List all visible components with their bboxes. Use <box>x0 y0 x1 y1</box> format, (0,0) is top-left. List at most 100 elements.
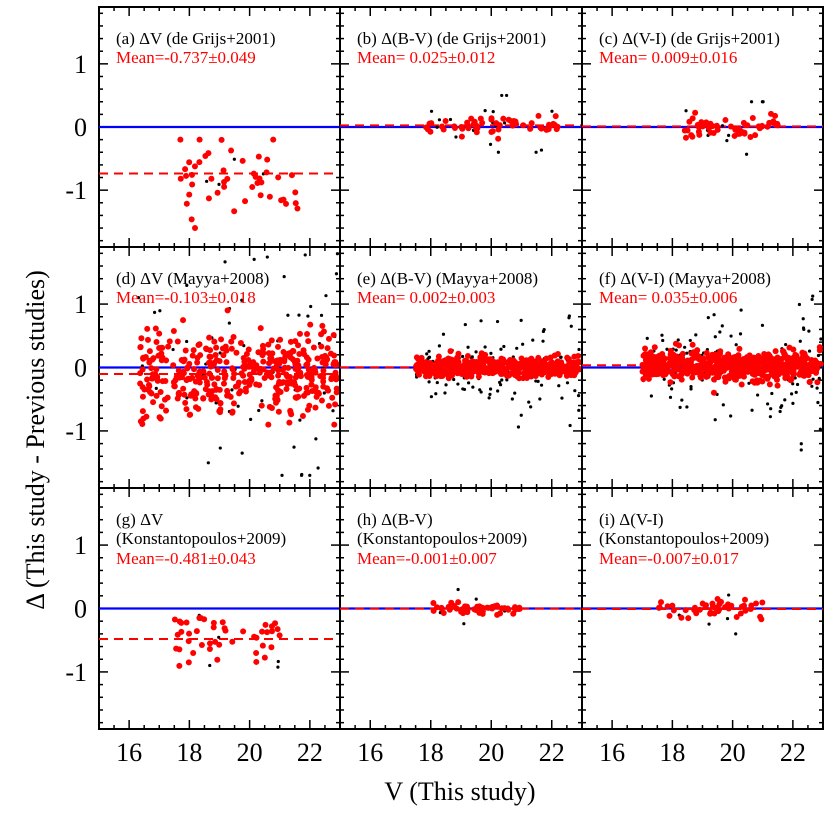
matched-point <box>524 368 531 375</box>
matched-point <box>237 340 244 347</box>
matched-point <box>657 352 664 359</box>
matched-point <box>258 402 265 409</box>
matched-point <box>796 371 803 378</box>
rejected-point <box>734 632 738 636</box>
matched-point <box>570 359 577 366</box>
matched-point <box>664 603 671 610</box>
matched-point <box>458 133 465 140</box>
matched-point <box>435 353 442 360</box>
matched-point <box>310 344 317 351</box>
matched-point <box>186 360 193 367</box>
matched-point <box>176 662 183 669</box>
matched-point <box>196 615 203 622</box>
rejected-point <box>816 353 821 358</box>
rejected-point <box>798 339 802 343</box>
rejected-point <box>276 665 280 669</box>
rejected-point <box>794 390 798 394</box>
matched-point <box>527 361 534 368</box>
matched-point <box>275 367 282 374</box>
matched-point <box>196 368 203 375</box>
matched-point <box>208 374 215 381</box>
rejected-point <box>515 346 519 350</box>
matched-point <box>766 381 773 388</box>
rejected-point <box>152 310 157 314</box>
y-tick-label: 1 <box>74 290 87 319</box>
matched-point <box>332 359 339 366</box>
matched-point <box>289 347 296 354</box>
matched-point <box>176 646 183 653</box>
matched-point <box>568 366 575 373</box>
matched-point <box>223 359 230 366</box>
matched-point <box>319 359 326 366</box>
matched-point <box>436 371 443 378</box>
rejected-point <box>280 473 284 477</box>
matched-point <box>472 607 479 614</box>
matched-point <box>304 330 311 337</box>
panel-grid: (a) ΔV (de Grijs+2001)Mean=-0.737±0.049(… <box>98 6 824 730</box>
matched-point <box>295 342 302 349</box>
matched-point <box>711 376 718 383</box>
rejected-point <box>448 117 453 122</box>
matched-point <box>304 361 311 368</box>
rejected-point <box>541 339 545 343</box>
matched-point <box>451 123 458 130</box>
matched-point <box>689 374 696 381</box>
rejected-point <box>649 394 653 398</box>
rejected-point <box>810 297 814 302</box>
matched-point <box>325 335 332 342</box>
matched-point <box>535 112 542 119</box>
matched-point <box>274 397 281 404</box>
matched-point <box>749 378 756 385</box>
rejected-point <box>791 401 795 406</box>
matched-point <box>144 376 151 383</box>
matched-point <box>758 371 765 378</box>
rejected-point <box>567 316 571 320</box>
matched-point <box>182 166 189 173</box>
matched-point <box>736 130 743 137</box>
matched-point <box>645 375 652 382</box>
rejected-point <box>466 381 471 385</box>
panel-label: (g) ΔV <box>116 510 164 529</box>
matched-point <box>430 364 437 371</box>
matched-point <box>672 340 679 347</box>
rejected-point <box>260 399 264 403</box>
matched-point <box>214 656 221 663</box>
rejected-point <box>474 350 478 354</box>
matched-point <box>208 175 215 182</box>
rejected-point <box>496 150 500 154</box>
matched-point <box>211 338 218 345</box>
matched-point <box>790 346 797 353</box>
panel-mean-text: Mean=-0.481±0.043 <box>116 549 256 568</box>
rejected-point <box>811 294 815 298</box>
matched-point <box>170 379 177 386</box>
panel-label: (e) Δ(B-V) (Mayya+2008) <box>357 269 538 288</box>
matched-point <box>217 406 224 413</box>
matched-point <box>777 358 784 365</box>
matched-point <box>801 372 808 379</box>
matched-point <box>443 362 450 369</box>
matched-point <box>166 338 173 345</box>
matched-point <box>304 389 311 396</box>
matched-point <box>264 156 271 163</box>
matched-point <box>430 600 437 607</box>
rejected-point <box>466 345 470 349</box>
rejected-point <box>230 388 234 392</box>
rejected-point <box>706 316 710 320</box>
matched-point <box>806 378 813 385</box>
rejected-point <box>206 461 210 465</box>
matched-point <box>261 654 268 661</box>
rejected-point <box>538 397 542 401</box>
rejected-point <box>573 389 577 393</box>
matched-point <box>149 356 156 363</box>
rejected-point <box>684 109 688 113</box>
rejected-point <box>565 381 570 385</box>
matched-point <box>737 610 744 617</box>
rejected-point <box>443 391 447 395</box>
rejected-point <box>324 294 328 298</box>
matched-point <box>800 353 807 360</box>
matched-point <box>489 128 496 135</box>
matched-point <box>314 355 321 362</box>
matched-point <box>241 379 248 386</box>
x-tick-labels: 16 18 20 22 16 18 20 22 16 18 20 22 <box>116 738 806 767</box>
matched-point <box>333 376 340 383</box>
